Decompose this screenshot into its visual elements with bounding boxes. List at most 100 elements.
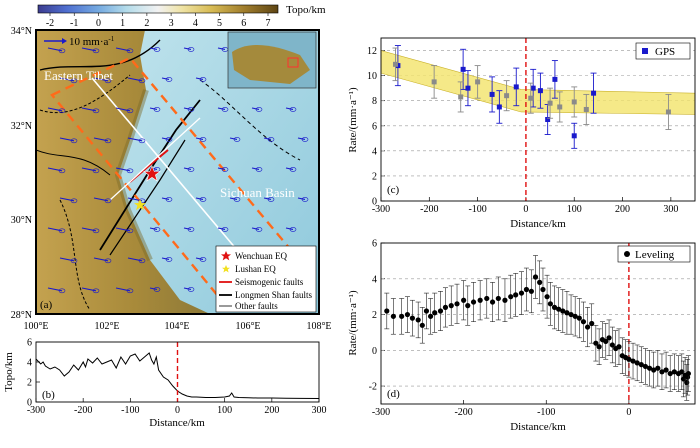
gps-vector (161, 257, 170, 260)
gps-point (431, 79, 437, 85)
leveling-point (606, 335, 612, 341)
leveling-point (404, 311, 411, 318)
panel-label-a: (a) (40, 299, 53, 311)
gps-vector (149, 287, 158, 290)
leveling-point (630, 358, 636, 364)
gps-vector (149, 47, 158, 50)
gps-vector-ellipse (289, 167, 297, 172)
leveling-point (609, 342, 615, 348)
leveling-point (685, 370, 691, 377)
gps-point (583, 106, 589, 112)
gps-vector-ellipse (187, 47, 195, 52)
gps-vector-ellipse (255, 227, 263, 232)
leveling-point (489, 299, 496, 305)
gps-vector (229, 197, 238, 200)
gps-vector-ellipse (138, 258, 146, 264)
gps-vector-ellipse (126, 288, 134, 294)
leveling-point (461, 297, 467, 303)
y-tick-label: 6 (372, 121, 377, 132)
x-tick-label: 100 (217, 405, 232, 416)
legend-lushan: Lushan EQ (235, 264, 276, 274)
chart-panel-d: -300 -200 -100 0 -2 0 2 4 6 Leveling (d) Distance/k… (347, 239, 696, 433)
x-tick-label: 0 (523, 204, 528, 215)
y-tick-label: 6 (372, 239, 377, 250)
x-tick-label: -100 (537, 407, 555, 418)
leveling-point (671, 369, 677, 375)
map-legend-box (215, 245, 317, 313)
legend-other: Other faults (235, 301, 278, 311)
gps-vector-ellipse (138, 198, 146, 204)
y-tick-label: 12 (367, 46, 377, 57)
gps-vector (93, 77, 109, 82)
lon-label: 102°E (94, 321, 119, 332)
gps-point (530, 85, 536, 91)
gps-vector-ellipse (70, 258, 78, 264)
gps-point (528, 95, 534, 101)
gps-vector-ellipse (187, 167, 195, 172)
gps-vector-ellipse (165, 257, 173, 262)
gps-vector (149, 227, 158, 230)
leveling-point (470, 299, 477, 305)
plot-frame (380, 37, 696, 202)
x-axis-label: Distance/km (149, 417, 205, 429)
lat-label: 32°N (11, 121, 32, 132)
chart-panel-b: -300 -200 -100 0 100 200 300 0 2 4 6 (b) Distance/km… (3, 338, 327, 430)
longmen-shan-fault (99, 99, 201, 251)
colorbar-tick-label: 2 (144, 18, 149, 29)
leveling-point (651, 367, 657, 373)
gps-vector-ellipse (104, 138, 112, 144)
y-tick-label: 0 (372, 197, 377, 208)
inset-land (232, 44, 310, 84)
gps-vector-ellipse (58, 48, 66, 54)
leveling-point (532, 274, 539, 280)
y-tick-label: 6 (27, 338, 32, 349)
panel-label-d: (d) (387, 388, 400, 400)
gps-vector (285, 227, 294, 230)
plot-frame (380, 242, 696, 405)
gps-point (513, 84, 519, 90)
fault-line (36, 149, 111, 176)
gps-vector (183, 287, 192, 290)
colorbar-tick-label: 3 (169, 18, 174, 29)
leveling-point (679, 369, 685, 375)
gps-vector (47, 47, 63, 52)
gps-vector (127, 137, 143, 142)
scale-arrow-head (62, 38, 67, 44)
y-tick-label: 2 (372, 171, 377, 182)
x-tick-label: -300 (372, 204, 390, 215)
leveling-point (384, 308, 390, 314)
label-eastern-tibet: Eastern Tibet (44, 68, 113, 83)
x-tick-label: 100 (567, 204, 582, 215)
leveling-point (437, 308, 444, 314)
gps-vector (93, 137, 109, 142)
gps-vector (81, 227, 97, 232)
panel-label-c: (c) (387, 184, 400, 196)
gps-vector-ellipse (138, 78, 146, 84)
gps-vector (47, 167, 63, 172)
leveling-point (638, 362, 644, 368)
gps-vector (285, 167, 294, 170)
leveling-point (477, 297, 483, 303)
gps-vector-ellipse (187, 227, 195, 232)
gps-vector-ellipse (255, 167, 263, 172)
lat-label: 28°N (11, 310, 32, 321)
gps-vector (47, 227, 63, 232)
gps-point (557, 104, 563, 110)
sichuan-basin-area (118, 30, 319, 314)
leveling-point (564, 310, 570, 316)
y-tick-label: 0 (372, 346, 377, 357)
gps-vector-ellipse (58, 168, 66, 174)
gps-vector (195, 197, 204, 200)
gps-vector (251, 167, 260, 170)
gps-vector-ellipse (153, 227, 161, 232)
leveling-point (642, 363, 649, 370)
leveling-point (626, 356, 632, 362)
leveling-point (659, 369, 665, 375)
gps-vector (93, 257, 109, 262)
legend-marker (624, 251, 630, 257)
gps-vector (195, 77, 204, 80)
gps-vector (251, 107, 260, 110)
x-tick-label: -100 (121, 405, 139, 416)
lon-label: 108°E (306, 321, 331, 332)
gps-vector-ellipse (199, 197, 207, 202)
